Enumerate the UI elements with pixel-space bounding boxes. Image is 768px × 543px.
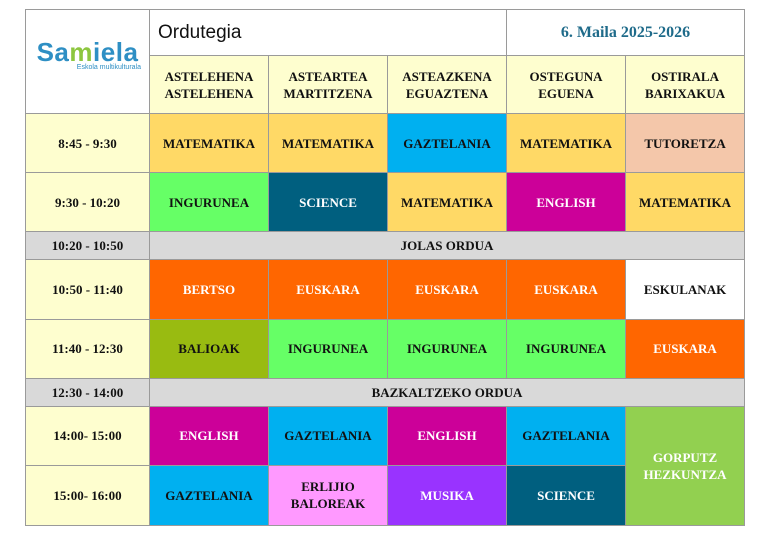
lesson-cell: EUSKARA: [506, 259, 627, 320]
logo-subtitle: Eskola multikulturala: [76, 63, 141, 71]
lesson-cell: BERTSO: [149, 259, 269, 320]
day-thursday: OSTEGUNA EGUENA: [506, 55, 627, 115]
lesson-cell: SCIENCE: [506, 464, 627, 527]
lesson-cell: INGURUNEA: [268, 318, 388, 379]
lesson-cell: GAZTELANIA: [268, 405, 388, 466]
lesson-cell: TUTORETZA: [625, 113, 746, 174]
break-label: JOLAS ORDUA: [148, 231, 746, 261]
table-row: 10:50 - 11:40 BERTSO EUSKARA EUSKARA EUS…: [25, 259, 746, 320]
time-slot: 11:40 - 12:30: [25, 318, 150, 379]
table-row: 14:00- 15:00 ENGLISH GAZTELANIA ENGLISH …: [25, 405, 746, 527]
lesson-cell: INGURUNEA: [149, 172, 269, 233]
time-slot: 10:20 - 10:50: [25, 231, 150, 261]
grade-year: 6. Maila 2025-2026: [506, 8, 746, 57]
day-monday: ASTELEHENA ASTELEHENA: [149, 55, 269, 115]
day-friday: OSTIRALA BARIXAKUA: [625, 55, 746, 115]
break-label: BAZKALTZEKO ORDUA: [148, 377, 746, 407]
lesson-cell: MUSIKA: [386, 464, 508, 527]
time-slot: 8:45 - 9:30: [25, 113, 150, 174]
lesson-cell: GORPUTZ HEZKUNTZA: [625, 405, 746, 527]
table-row: 15:00- 16:00 GAZTELANIA ERLIJIO BALOREAK …: [25, 464, 745, 527]
lesson-cell: INGURUNEA: [386, 318, 508, 379]
day-wednesday: ASTEAZKENA EGUAZTENA: [386, 55, 508, 115]
lesson-cell: MATEMATIKA: [625, 172, 746, 233]
logo-wordmark: Samiela: [36, 36, 139, 67]
day-tuesday: ASTEARTEA MARTITZENA: [268, 55, 388, 115]
lesson-cell: ENGLISH: [149, 405, 269, 466]
break-row: 12:30 - 14:00 BAZKALTZEKO ORDUA: [25, 377, 746, 407]
time-slot: 14:00- 15:00: [25, 405, 150, 466]
lesson-cell: INGURUNEA: [506, 318, 627, 379]
lesson-cell: ESKULANAK: [625, 259, 746, 320]
lesson-cell: EUSKARA: [625, 318, 746, 379]
break-row: 10:20 - 10:50 JOLAS ORDUA: [25, 231, 746, 261]
lesson-cell: GAZTELANIA: [386, 113, 508, 174]
lesson-cell: ENGLISH: [386, 405, 508, 466]
lesson-cell: MATEMATIKA: [386, 172, 508, 233]
time-slot: 10:50 - 11:40: [25, 259, 150, 320]
timetable: Samiela Eskola multikulturala Ordutegia …: [25, 8, 746, 527]
time-slot: 15:00- 16:00: [25, 464, 150, 527]
time-slot: 12:30 - 14:00: [25, 377, 150, 407]
lesson-cell: BALIOAK: [149, 318, 269, 379]
day-header-row: ASTELEHENA ASTELEHENA ASTEARTEA MARTITZENA…: [26, 55, 746, 115]
page-title: Ordutegia: [148, 8, 508, 57]
lesson-cell: MATEMATIKA: [268, 113, 388, 174]
lesson-cell: EUSKARA: [268, 259, 388, 320]
lesson-cell: ERLIJIO BALOREAK: [268, 464, 388, 527]
time-slot: 9:30 - 10:20: [25, 172, 150, 233]
lesson-cell: EUSKARA: [386, 259, 508, 320]
lesson-cell: ENGLISH: [506, 172, 627, 233]
logo: Samiela Eskola multikulturala: [25, 8, 150, 115]
lesson-cell: GAZTELANIA: [506, 405, 627, 466]
table-row: 8:45 - 9:30 MATEMATIKA MATEMATIKA GAZTEL…: [25, 113, 746, 174]
table-row: 11:40 - 12:30 BALIOAK INGURUNEA INGURUNE…: [25, 318, 746, 379]
lesson-cell: MATEMATIKA: [149, 113, 269, 174]
title-row: Samiela Eskola multikulturala Ordutegia …: [25, 8, 746, 115]
lesson-cell: GAZTELANIA: [149, 464, 269, 527]
lesson-cell: SCIENCE: [268, 172, 388, 233]
lesson-cell: MATEMATIKA: [506, 113, 627, 174]
table-row: 9:30 - 10:20 INGURUNEA SCIENCE MATEMATIK…: [25, 172, 746, 233]
